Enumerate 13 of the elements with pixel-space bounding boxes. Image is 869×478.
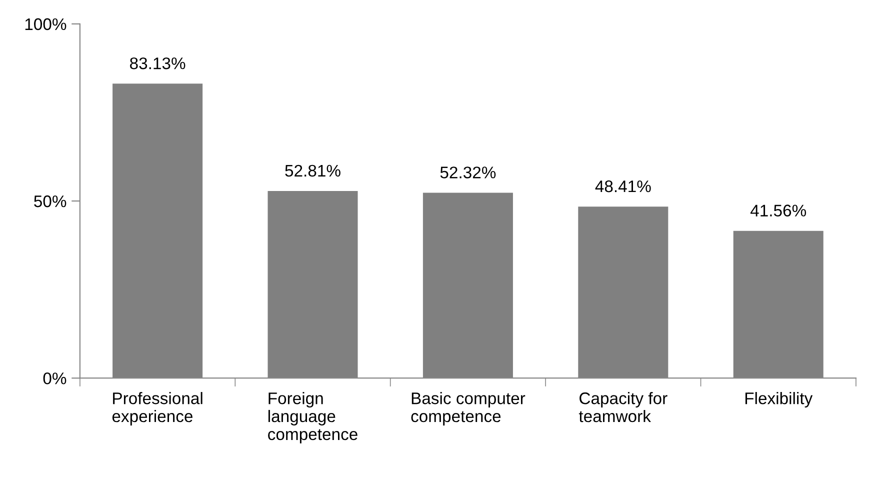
data-label: 52.32%: [440, 166, 496, 178]
x-tick-label: Foreign language competence: [268, 392, 358, 444]
y-tick-label: 50%: [34, 195, 66, 208]
x-tick-label: Professional experience: [112, 392, 202, 426]
x-tick-label: Capacity for teamwork: [578, 392, 668, 422]
x-tick-label: Basic computer competence: [411, 392, 526, 426]
data-label: 83.13%: [130, 57, 186, 70]
y-tick-label: 0%: [43, 372, 66, 384]
data-label: 52.81%: [285, 164, 340, 177]
y-tick-label: 100%: [25, 18, 66, 30]
x-tick-label: Flexibility: [745, 392, 813, 408]
data-label: 48.41%: [595, 180, 651, 192]
data-label: 41.56%: [750, 204, 806, 216]
